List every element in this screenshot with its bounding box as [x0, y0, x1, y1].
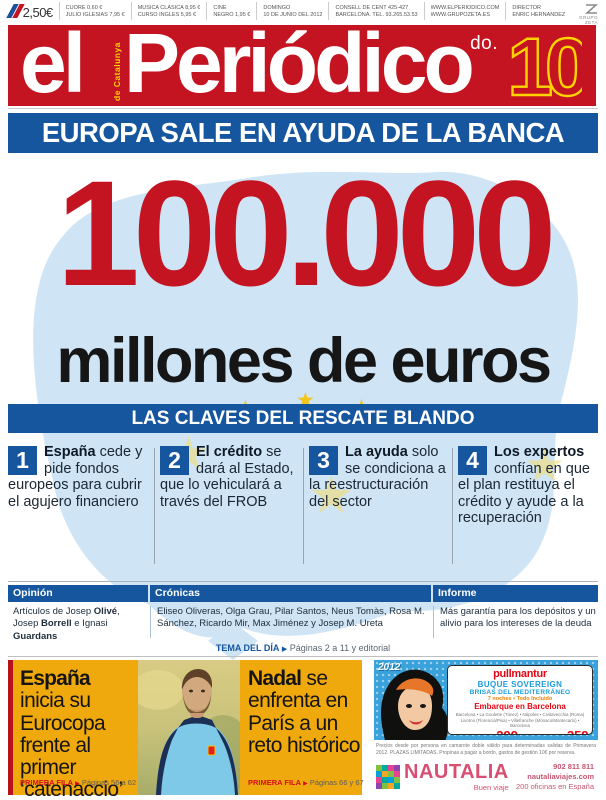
hero-amount-subtitle: millones de euros [56, 326, 552, 396]
ad-cruise-name: BRISAS DEL MEDITERRÁNEO [469, 689, 571, 696]
popart-woman [381, 669, 449, 740]
arrow-icon: ▶ [303, 781, 308, 787]
section-body-cronicas: Eliseo Oliveras, Olga Grau, Pilar Santos… [157, 606, 425, 630]
cover-price: 2,50€ [22, 5, 54, 20]
clave-item-1: 1 España cede y pide fondos europeos par… [8, 444, 143, 510]
hero-amount: 100.000 [56, 149, 556, 317]
section-body-opinion: Artículos de Josep Olivé, Josep Borrell … [13, 606, 120, 642]
number-badge: 3 [309, 446, 338, 475]
divider [150, 606, 151, 638]
zeta-z-icon [585, 4, 598, 14]
section-header-opinion: Opinión [8, 585, 148, 602]
number-badge: 4 [458, 446, 487, 475]
nautalia-contact: 902 811 811 nautaliaviajes.com 200 ofici… [516, 762, 594, 791]
address-item: CONSELL DE CENT 425-427 BARCELONA. TEL. 9… [328, 2, 423, 20]
pullmantur-logo: pullmantur [493, 668, 547, 680]
ad-nights: 7 noches • Todo Incluido [487, 696, 553, 702]
promo-item: CINE NEGRO 1,95 € [206, 2, 256, 20]
nautalia-wordmark: NAUTALIA Buen viaje [404, 761, 509, 792]
price-stripes-icon [6, 4, 25, 19]
ad-prices: INTERIOR desde 299 EXTERIOR desde 359 [496, 727, 589, 735]
clave-item-3: 3 La ayuda solo se condiciona a la reest… [309, 444, 446, 510]
eu-star-icon: ★ [308, 467, 355, 525]
day-abbreviation: do. [470, 33, 498, 54]
arrow-icon: ▶ [281, 646, 288, 653]
masthead-periodico: Periódico [124, 25, 475, 106]
divider [8, 581, 598, 582]
arrow-icon: ▶ [75, 781, 80, 787]
divider [8, 108, 598, 109]
number-badge: 2 [160, 446, 189, 475]
nautalia-logo-icon [376, 765, 400, 789]
website-item: www.elperiodico.com www.grupozeta.es [423, 2, 506, 20]
divider [452, 448, 453, 564]
divider [154, 448, 155, 564]
ad-embark: Embarque en Barcelona [474, 702, 566, 711]
ad-popart-background: 2012 pullmantur BUQUE SOVEREIGN BRISAS D… [374, 660, 598, 740]
promo-item: MÚSICA CLÁSICA 8,95 € CURSO INGLÉS 5,95 € [130, 2, 207, 20]
svg-text:10: 10 [508, 27, 582, 103]
masthead: el de Catalunya Periódico do. 10 [8, 25, 596, 106]
cruise-ad: 2012 pullmantur BUQUE SOVEREIGN BRISAS D… [374, 660, 598, 795]
section-body-informe: Más garantía para los depósitos y un ali… [440, 606, 596, 630]
divider [303, 448, 304, 564]
eu-star-icon: ★ [524, 439, 566, 491]
date-item: DOMINGO 10 DE JUNIO DEL 2012 [256, 2, 328, 20]
claves-list: 1 España cede y pide fondos europeos par… [8, 444, 598, 572]
ad-legal-text: Precios desde por persona en camarote do… [376, 743, 596, 756]
section-header-cronicas: Crónicas [150, 585, 431, 602]
number-badge: 1 [8, 446, 37, 475]
story-nadal-kicker: PRIMERA FILA ▶ Páginas 66 y 67 [248, 778, 364, 787]
story-espana-headline: España inicia su Eurocopa frente al prim… [20, 667, 123, 800]
grupo-zeta-logo: GRUPO ZETA [571, 2, 598, 25]
nautalia-row: NAUTALIA Buen viaje 902 811 811 nautalia… [376, 761, 596, 793]
clave-item-4: 4 Los expertos confían en que el plan re… [458, 444, 590, 527]
clave-item-2: 2 El crédito se dará al Estado, que lo v… [160, 444, 294, 510]
ad-year: 2012 [378, 662, 401, 673]
top-info-bar: 2,50€ CUORE 0,60 € JULIO IGLESIAS 7,95 € … [6, 2, 598, 25]
director-item: DIRECTOR ENRIC HERNÁNDEZ [505, 2, 571, 20]
red-accent-bar [8, 660, 13, 795]
masthead-de-catalunya: de Catalunya [112, 42, 122, 101]
section-header-informe: Informe [433, 585, 598, 602]
main-headline-bar: EUROPA SALE EN AYUDA DE LA BANCA [8, 113, 598, 153]
ad-offer-box: pullmantur BUQUE SOVEREIGN BRISAS DEL ME… [447, 665, 593, 735]
promo-item: CUORE 0,60 € JULIO IGLESIAS 7,95 € [58, 2, 131, 20]
pique-photo [132, 660, 253, 795]
day-number: 10 [506, 25, 596, 106]
ad-ship-name: BUQUE SOVEREIGN [477, 680, 563, 689]
story-nadal-headline: Nadal se enfrenta en París a un reto his… [248, 667, 360, 757]
ad-route: Barcelona • La Goulette (Túnez) • Nápole… [455, 712, 585, 728]
divider [433, 606, 434, 638]
divider [8, 656, 598, 657]
tema-del-dia-line: TEMA DEL DÍA ▶ Páginas 2 a 11 y editoria… [215, 643, 391, 653]
claves-bar: LAS CLAVES DEL RESCATE BLANDO [8, 404, 598, 433]
sports-stories-block: España inicia su Eurocopa frente al prim… [8, 660, 364, 800]
story-espana-kicker: PRIMERA FILA ▶ Páginas 56 a 62 [20, 778, 137, 787]
masthead-el: el [20, 25, 86, 106]
